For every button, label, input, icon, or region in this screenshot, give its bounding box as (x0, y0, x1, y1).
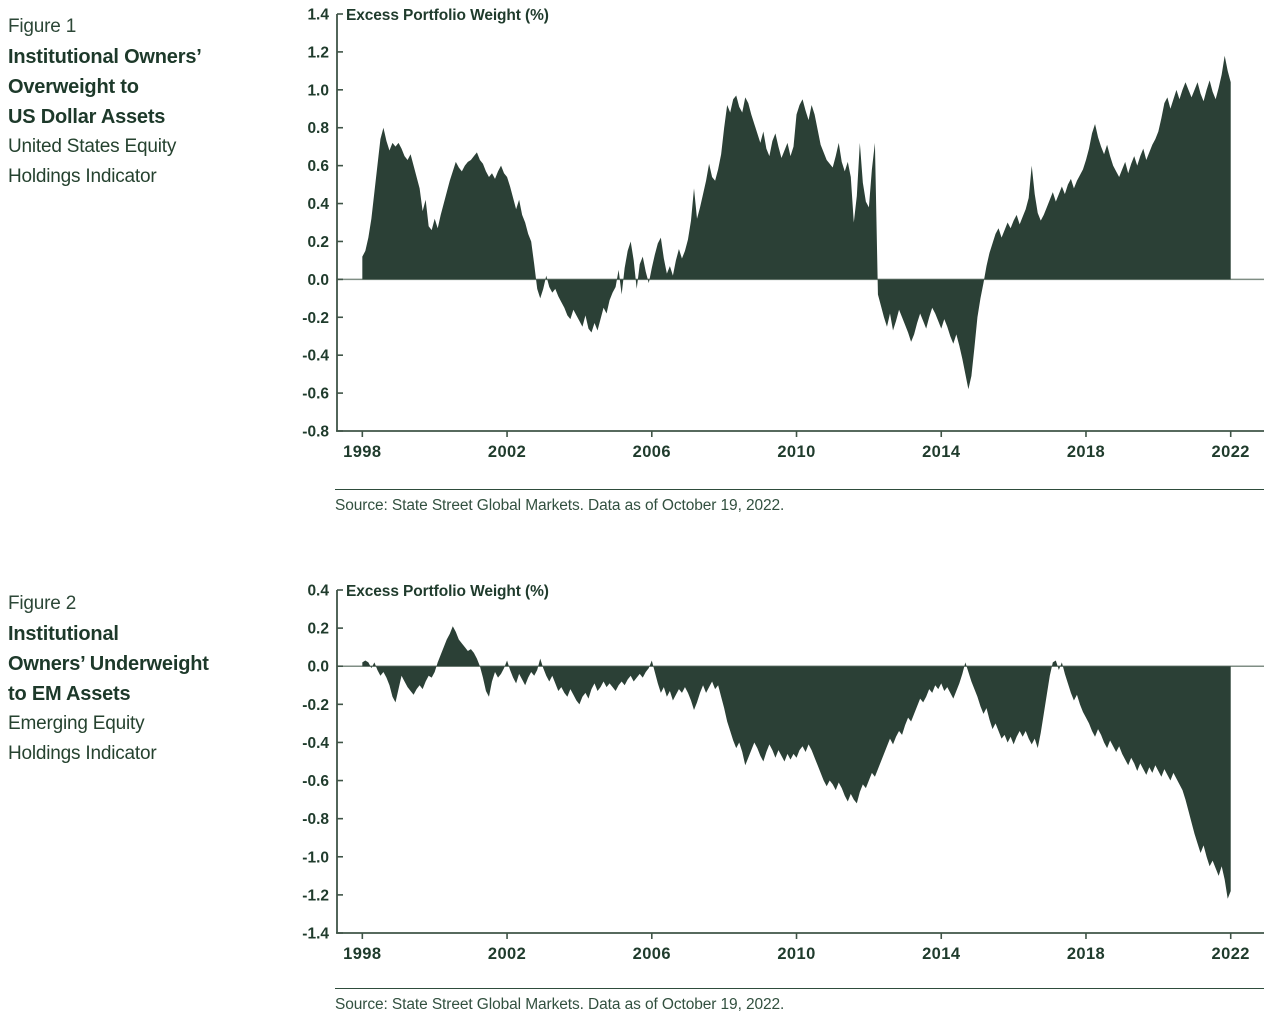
figure2-label: Figure 2 (8, 593, 77, 614)
figure2-y-tick-label: -0.8 (302, 811, 329, 828)
figure2-x-tick-label: 2010 (777, 945, 815, 963)
figure1-title-line: Institutional Owners’ (8, 46, 202, 68)
figure1-separator (335, 489, 1264, 490)
figure2-area-series (362, 626, 1231, 899)
figure1-x-tick-label: 1998 (343, 443, 381, 461)
figure1-y-tick-label: 0.0 (307, 272, 329, 289)
figure1-x-tick-label: 2018 (1067, 443, 1105, 461)
figure1-label: Figure 1 (8, 16, 77, 37)
figure1-title-line: US Dollar Assets (8, 106, 166, 128)
figure1-axis-title: Excess Portfolio Weight (%) (346, 7, 549, 24)
figure2-axis-title: Excess Portfolio Weight (%) (346, 583, 549, 600)
figure2-title-line: Institutional (8, 623, 119, 645)
figure2-x-tick-label: 2018 (1067, 945, 1105, 963)
figure1-y-tick-label: -0.4 (302, 348, 329, 365)
figure1-source: Source: State Street Global Markets. Dat… (335, 497, 785, 514)
figure1-x-tick-label: 2002 (488, 443, 526, 461)
figure1-x-tick-label: 2014 (922, 443, 961, 461)
figure2-title-line: Owners’ Underweight (8, 653, 209, 675)
figure1-chart-svg: 1.4 1.2 1.0 0.8 0.6 0.4 0.2 0.0 -0.2 -0.4 -0.6 -0.8… (302, 7, 1264, 461)
figure2-chart-svg: 0.4 0.2 0.0 -0.2 -0.4 -0.6 -0.8 -1.0 -1.2 -1.4 199… (302, 583, 1264, 963)
figure1-y-tick-label: 0.2 (307, 234, 329, 251)
figure2-y-tick-label: -0.6 (302, 773, 329, 790)
figure1-y-tick-label: 0.4 (307, 196, 329, 213)
figure2-x-tick-label: 2022 (1212, 945, 1250, 963)
figure2-y-tick-label: -0.4 (302, 735, 329, 752)
figure2-title-line: to EM Assets (8, 683, 131, 705)
figure1-title-line: Overweight to (8, 76, 139, 98)
figure2-x-tick-label: 2006 (633, 945, 671, 963)
figure1-area-series (362, 55, 1231, 390)
figure1-y-tick-label: -0.6 (302, 386, 329, 403)
figure2-y-tick-label: -1.4 (302, 926, 329, 943)
figure1-x-tick-label: 2006 (633, 443, 671, 461)
figure2-source: Source: State Street Global Markets. Dat… (335, 996, 785, 1013)
figure1-subtitle-line: United States Equity (8, 136, 177, 157)
figure2-y-tick-label: -0.2 (302, 697, 329, 714)
figure1-y-tick-label: -0.2 (302, 310, 329, 327)
figure1-y-tick-label: 1.4 (307, 7, 329, 24)
figure2-caption: Figure 2 Institutional Owners’ Underweig… (8, 589, 209, 769)
figure2-subtitle-line: Holdings Indicator (8, 743, 157, 764)
figure2-y-tick-label: 0.2 (307, 621, 329, 638)
figure2-y-tick-label: -1.2 (302, 887, 329, 904)
figure2-y-tick-label: 0.4 (307, 583, 329, 600)
figure2-y-tick-label: 0.0 (307, 659, 329, 676)
figure2-x-tick-label: 1998 (343, 945, 381, 963)
figure1-subtitle-line: Holdings Indicator (8, 166, 157, 187)
figure2-separator (335, 988, 1264, 989)
figure1-y-tick-label: -0.8 (302, 424, 329, 441)
figure1-caption: Figure 1 Institutional Owners’ Overweigh… (8, 12, 202, 192)
figure2-x-tick-label: 2002 (488, 945, 526, 963)
figure1-x-tick-label: 2022 (1212, 443, 1250, 461)
figure1-y-tick-label: 1.0 (307, 82, 329, 99)
figure1-y-tick-label: 1.2 (307, 44, 329, 61)
figure2-y-tick-label: -1.0 (302, 849, 329, 866)
figure1-x-tick-label: 2010 (777, 443, 815, 461)
figure2-subtitle-line: Emerging Equity (8, 713, 145, 734)
figure1-y-tick-label: 0.8 (307, 120, 329, 137)
figure1-y-tick-label: 0.6 (307, 158, 329, 175)
figure2-x-tick-label: 2014 (922, 945, 961, 963)
